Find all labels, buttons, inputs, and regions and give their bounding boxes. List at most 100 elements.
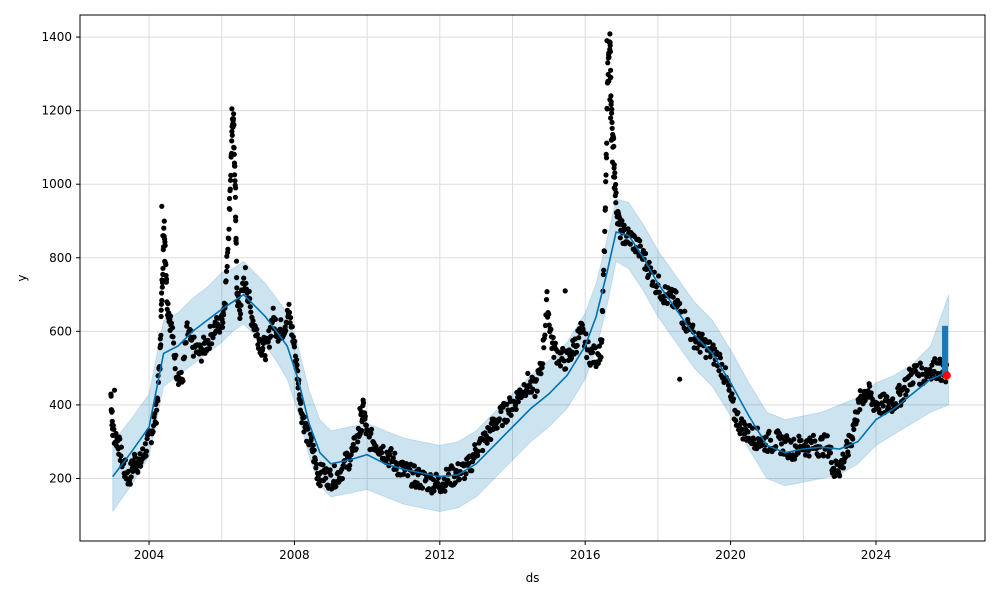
observed-point	[611, 143, 617, 149]
observed-point	[710, 342, 716, 348]
observed-point	[607, 42, 613, 49]
observed-point	[311, 447, 317, 453]
observed-point	[108, 393, 114, 399]
observed-point	[419, 485, 425, 491]
observed-point	[589, 349, 596, 355]
observed-point	[247, 304, 253, 310]
observed-point	[243, 280, 249, 286]
observed-point	[515, 399, 521, 405]
observed-point	[159, 280, 166, 286]
observed-point	[231, 111, 237, 117]
observed-point	[320, 462, 326, 468]
observed-point	[819, 436, 825, 442]
observed-point	[475, 448, 481, 454]
y-tick-label: 200	[49, 471, 72, 485]
observed-point	[608, 115, 614, 121]
observed-point	[602, 228, 608, 234]
observed-point	[226, 226, 232, 232]
observed-point	[286, 309, 293, 316]
observed-point	[217, 329, 223, 335]
observed-point	[557, 363, 564, 369]
observed-point	[602, 205, 609, 211]
observed-point	[611, 174, 617, 180]
observed-point	[664, 300, 670, 306]
grid-layer	[80, 15, 985, 541]
observed-point	[603, 172, 609, 178]
observed-point	[604, 140, 610, 146]
observed-point	[209, 341, 215, 347]
observed-point	[291, 344, 297, 350]
observed-point	[768, 437, 774, 443]
observed-point	[726, 387, 732, 393]
observed-point	[312, 457, 318, 463]
observed-point	[606, 78, 612, 84]
observed-point	[113, 430, 119, 437]
observed-point	[645, 272, 652, 278]
observed-point	[170, 334, 176, 340]
observed-point	[368, 430, 374, 437]
observed-point	[550, 334, 556, 341]
observed-point	[613, 190, 619, 196]
observed-point	[111, 426, 117, 432]
observed-point	[229, 106, 235, 112]
observed-point	[496, 416, 502, 422]
observed-point	[224, 263, 230, 270]
observed-point	[612, 170, 618, 176]
observed-point	[599, 337, 605, 343]
observed-point	[494, 425, 500, 431]
observed-point	[525, 370, 531, 376]
observed-point	[227, 186, 233, 192]
observed-point	[125, 468, 132, 474]
observed-point	[353, 446, 359, 452]
observed-point	[310, 442, 316, 448]
observed-point	[110, 422, 116, 429]
y-tick-label: 1200	[41, 104, 72, 118]
observed-point	[171, 340, 177, 346]
observed-point	[530, 386, 536, 392]
observed-point	[148, 440, 154, 446]
observed-point	[223, 268, 230, 274]
observed-point	[301, 429, 307, 435]
observed-point	[735, 410, 741, 416]
observed-point	[609, 110, 615, 116]
observed-point	[287, 320, 293, 326]
observed-point	[596, 343, 603, 349]
observed-point	[621, 222, 627, 228]
observed-point	[191, 334, 197, 340]
observed-point	[576, 335, 582, 341]
observed-point	[706, 339, 713, 345]
observed-point	[159, 290, 165, 296]
y-tick-label: 1000	[41, 177, 72, 191]
observed-point	[260, 345, 266, 351]
x-axis-label: ds	[526, 571, 540, 585]
observed-point	[172, 366, 178, 372]
observed-point	[512, 402, 519, 408]
observed-point	[227, 177, 234, 183]
observed-point	[150, 429, 156, 435]
observed-point	[563, 366, 569, 372]
observed-point	[219, 324, 226, 330]
observed-point	[111, 387, 118, 393]
observed-point	[600, 308, 606, 315]
observed-point	[906, 366, 913, 372]
observed-point	[127, 481, 133, 487]
observed-point	[153, 420, 159, 426]
observed-point	[857, 407, 863, 413]
observed-point	[574, 342, 580, 349]
observed-point	[233, 240, 239, 246]
observed-point	[513, 406, 519, 412]
observed-point	[327, 467, 333, 473]
observed-point	[233, 235, 239, 241]
observed-point	[656, 289, 662, 295]
observed-point	[301, 414, 307, 420]
observed-point	[821, 453, 827, 459]
observed-point	[498, 408, 504, 415]
last-point-marker	[942, 371, 951, 380]
observed-point	[504, 417, 510, 424]
x-tick-label: 2020	[715, 548, 746, 562]
observed-point	[161, 225, 167, 231]
observed-point	[229, 138, 235, 144]
observed-point	[850, 436, 856, 442]
